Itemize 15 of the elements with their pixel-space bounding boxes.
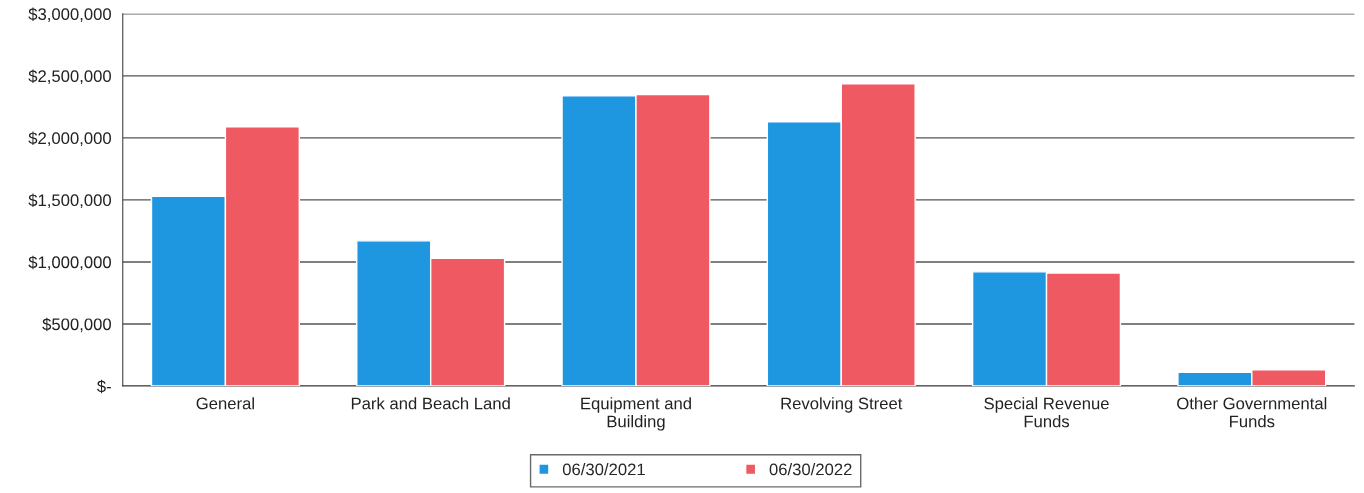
y-tick-label: $2,500,000 xyxy=(28,69,112,85)
y-tick-label: $- xyxy=(97,379,111,394)
y-tick-label: $2,000,000 xyxy=(28,131,112,147)
y-tick-label: $1,000,000 xyxy=(28,255,112,271)
y-tick-label: $3,000,000 xyxy=(28,7,112,22)
legend-label: 06/30/2022 xyxy=(769,463,852,476)
legend-label: 06/30/2021 xyxy=(562,463,645,476)
x-tick-label: Revolving Street xyxy=(781,397,903,413)
x-tick-label: Other Governmental Funds xyxy=(1177,397,1327,428)
x-tick-label: Special Revenue Funds xyxy=(984,397,1109,428)
x-tick-label: Equipment and Building xyxy=(581,397,691,431)
y-tick-label: $1,500,000 xyxy=(28,193,112,209)
x-tick-label: General xyxy=(196,397,254,410)
y-tick-label: $500,000 xyxy=(42,317,111,333)
x-tick-label: Park and Beach Land xyxy=(351,397,510,410)
